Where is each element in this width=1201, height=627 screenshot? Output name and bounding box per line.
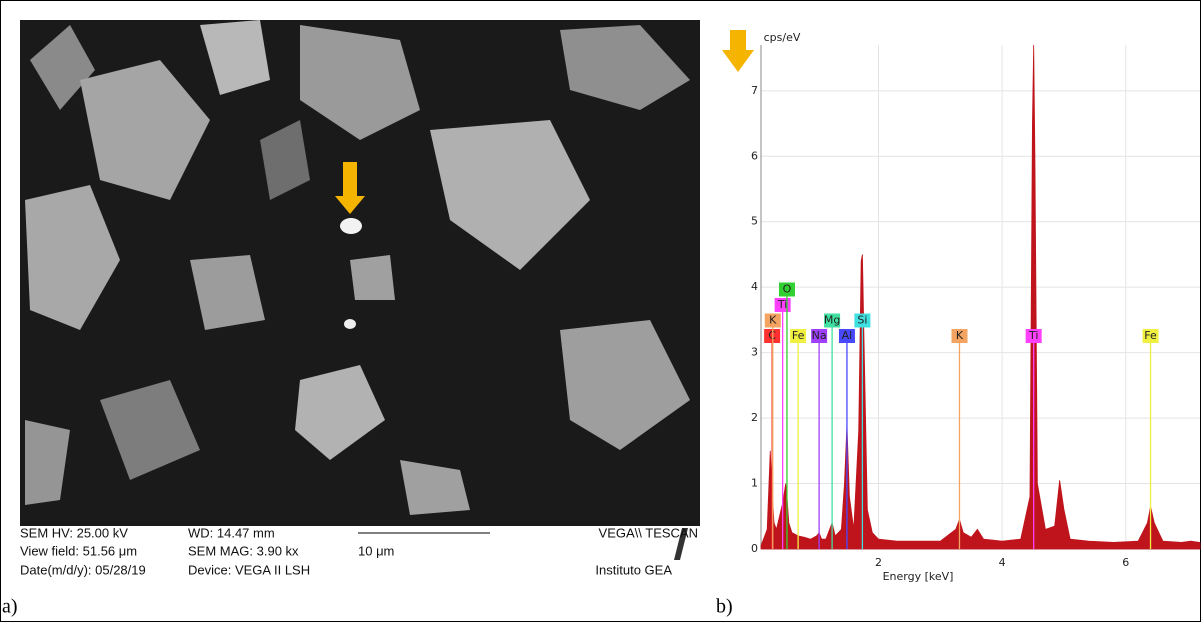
y-tick-label: 0	[751, 542, 758, 555]
x-tick-label: 4	[999, 556, 1006, 569]
x-tick-label: 6	[1122, 556, 1129, 569]
sem-info: Instituto GEA	[595, 562, 672, 577]
element-label: Al	[842, 329, 853, 342]
sem-info: VEGA\\ TESCAN	[599, 525, 698, 540]
element-label: Ti	[1028, 329, 1038, 342]
element-label: Fe	[792, 329, 805, 342]
y-axis-label: cps/eV	[764, 31, 801, 44]
panel-label: b)	[716, 596, 733, 618]
y-tick-label: 6	[751, 149, 758, 162]
sem-image	[20, 20, 700, 526]
sem-info: 10 μm	[358, 543, 394, 558]
y-tick-label: 3	[751, 346, 758, 359]
sem-info: SEM MAG: 3.90 kx	[188, 543, 299, 558]
sem-info: View field: 51.56 μm	[20, 543, 137, 558]
element-label: O	[783, 283, 792, 296]
element-label: Ti	[777, 298, 787, 311]
figure: a) b) cps/eV Energy [keV] SEM HV: 25.00 …	[0, 0, 1201, 622]
y-tick-label: 7	[751, 84, 758, 97]
element-label: K	[956, 329, 964, 342]
element-label: Na	[812, 329, 827, 342]
element-label: Mg	[824, 314, 840, 327]
sem-info: Device: VEGA II LSH	[188, 562, 310, 577]
y-tick-label: 1	[751, 477, 758, 490]
y-tick-label: 4	[751, 280, 758, 293]
element-label: K	[769, 314, 777, 327]
sem-info: SEM HV: 25.00 kV	[20, 525, 128, 540]
panel-label: a)	[2, 596, 18, 618]
x-tick-label: 2	[875, 556, 882, 569]
x-axis-label: Energy [keV]	[883, 570, 954, 583]
y-tick-label: 5	[751, 215, 758, 228]
sem-info: Date(m/d/y): 05/28/19	[20, 562, 146, 577]
sem-info: WD: 14.47 mm	[188, 525, 275, 540]
element-label: Fe	[1144, 329, 1157, 342]
y-tick-label: 2	[751, 411, 758, 424]
element-label: Si	[857, 314, 867, 327]
